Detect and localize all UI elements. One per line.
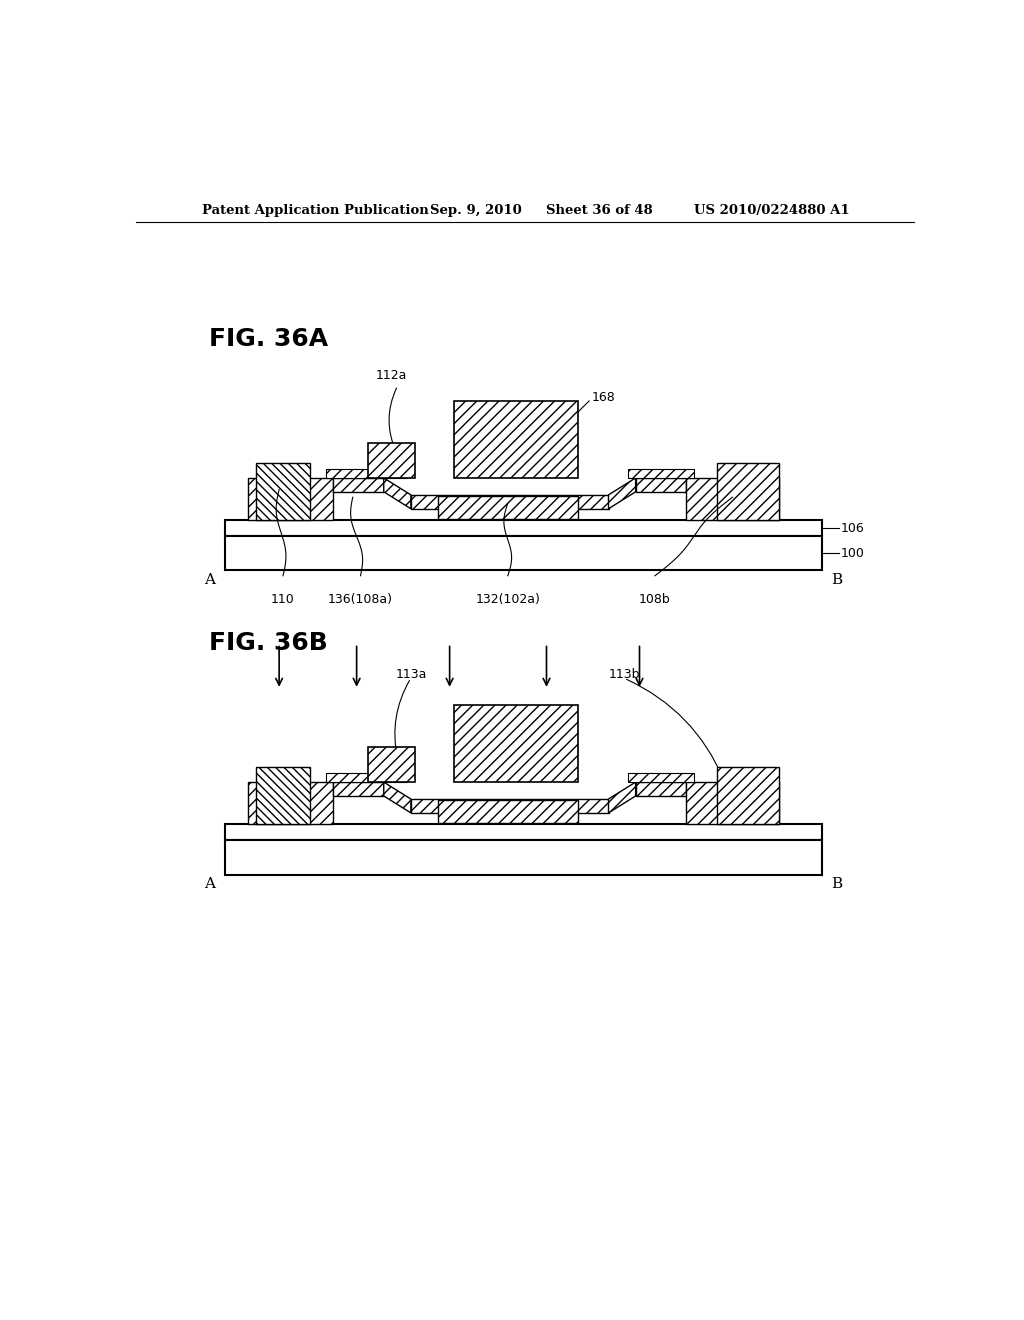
Bar: [248, 478, 334, 520]
Bar: [686, 781, 779, 825]
Text: 168: 168: [592, 391, 615, 404]
Text: Sheet 36 of 48: Sheet 36 of 48: [547, 205, 653, 218]
Polygon shape: [384, 781, 411, 813]
Text: US 2010/0224880 A1: US 2010/0224880 A1: [693, 205, 849, 218]
Bar: [225, 840, 821, 874]
Bar: [225, 520, 821, 536]
Bar: [369, 747, 415, 781]
Bar: [334, 781, 384, 796]
Text: Patent Application Publication: Patent Application Publication: [202, 205, 428, 218]
Text: 108b: 108b: [639, 594, 671, 606]
Polygon shape: [608, 781, 636, 813]
Bar: [717, 462, 779, 520]
Text: 106: 106: [841, 521, 864, 535]
Bar: [334, 478, 384, 492]
Bar: [454, 401, 578, 478]
Bar: [717, 767, 779, 825]
Text: B: B: [830, 573, 842, 586]
Bar: [636, 478, 686, 492]
Text: 110: 110: [271, 594, 295, 606]
Text: B: B: [830, 876, 842, 891]
Bar: [686, 478, 779, 520]
Polygon shape: [384, 478, 411, 508]
Bar: [326, 774, 407, 781]
Text: 136(108a): 136(108a): [328, 594, 393, 606]
Bar: [454, 705, 578, 781]
Bar: [225, 825, 821, 840]
Text: A: A: [205, 573, 216, 586]
Text: 113b: 113b: [608, 668, 640, 681]
Bar: [326, 469, 407, 478]
Bar: [628, 469, 693, 478]
Bar: [411, 495, 608, 508]
Bar: [628, 774, 693, 781]
Bar: [438, 496, 578, 519]
Text: A: A: [205, 876, 216, 891]
Bar: [225, 536, 821, 570]
Bar: [248, 781, 334, 825]
Bar: [636, 781, 686, 796]
Text: FIG. 36A: FIG. 36A: [209, 327, 329, 351]
Text: 132(102a): 132(102a): [475, 594, 541, 606]
Text: Sep. 9, 2010: Sep. 9, 2010: [430, 205, 522, 218]
Bar: [411, 799, 608, 813]
Text: 113a: 113a: [395, 668, 427, 681]
Text: FIG. 36B: FIG. 36B: [209, 631, 328, 656]
Polygon shape: [608, 478, 636, 508]
Bar: [438, 800, 578, 822]
Text: 112a: 112a: [376, 368, 408, 381]
Bar: [256, 767, 310, 825]
Text: 100: 100: [841, 546, 864, 560]
Bar: [369, 444, 415, 478]
Bar: [256, 462, 310, 520]
